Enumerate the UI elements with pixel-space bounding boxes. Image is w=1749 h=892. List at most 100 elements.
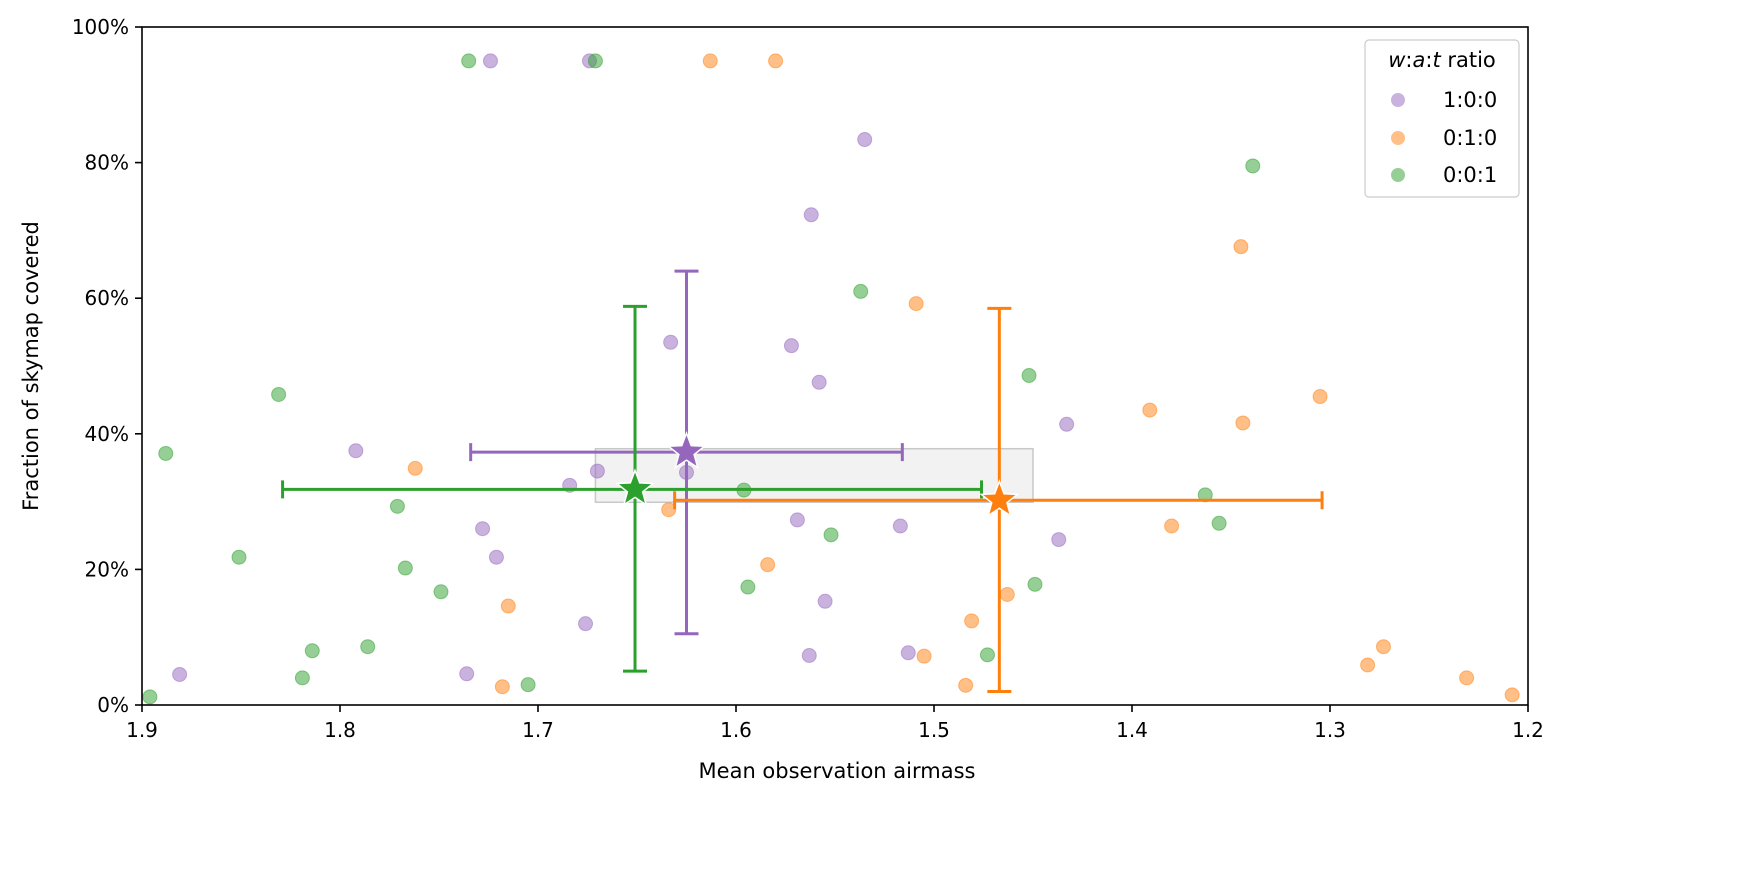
point-1-0-0-10 (663, 334, 679, 350)
y-tick-label-4: 80% (85, 151, 129, 175)
legend-title-a: a (1412, 48, 1425, 72)
point-0-1-0-6 (768, 53, 784, 69)
point-1-0-0-1 (348, 443, 364, 459)
y-tick-label-5: 100% (72, 15, 129, 39)
point-1-0-0-5 (488, 549, 504, 565)
point-0-0-1-5 (304, 643, 320, 659)
point-0-1-0-5 (760, 557, 776, 573)
point-0-0-1-12 (587, 53, 603, 69)
legend: w:a:t ratio 1:0:0 0:1:0 0:0:1 (1364, 39, 1520, 198)
point-0-0-1-16 (853, 283, 869, 299)
legend-label-0-1-0: 0:1:0 (1443, 126, 1497, 150)
point-1-0-0-9 (589, 463, 605, 479)
x-axis-label: Mean observation airmass (699, 759, 976, 783)
legend-title-suffix: ratio (1441, 48, 1496, 72)
legend-title-sep-1: : (1405, 48, 1412, 72)
y-axis-label: Fraction of skymap covered (19, 221, 43, 511)
point-0-0-1-18 (1021, 367, 1037, 383)
point-1-0-0-22 (1059, 416, 1075, 432)
highlight-box (594, 447, 1034, 504)
point-0-1-0-14 (1233, 239, 1249, 255)
point-0-0-1-9 (433, 584, 449, 600)
y-axis: 0% 20% 40% 60% 80% 100% (72, 15, 142, 717)
x-tick-label-0: 1.9 (126, 718, 158, 742)
point-0-0-1-1 (158, 445, 174, 461)
point-0-1-0-12 (1142, 402, 1158, 418)
point-1-0-0-20 (900, 645, 916, 661)
point-1-0-0-14 (801, 648, 817, 664)
point-0-1-0-8 (916, 648, 932, 664)
x-tick-label-6: 1.3 (1314, 718, 1346, 742)
legend-title: w:a:t ratio (1388, 48, 1496, 72)
point-0-1-0-13 (1164, 518, 1180, 534)
legend-swatch-0-1-0 (1391, 131, 1405, 145)
legend-label-0-0-1: 0:0:1 (1443, 163, 1497, 187)
point-0-0-1-7 (389, 498, 405, 514)
legend-label-1-0-0: 1:0:0 (1443, 88, 1497, 112)
point-0-1-0-20 (1504, 687, 1520, 703)
point-0-1-0-1 (500, 598, 516, 614)
point-0-0-1-3 (271, 386, 287, 402)
point-1-0-0-7 (578, 616, 594, 632)
point-1-0-0-18 (857, 132, 873, 148)
x-tick-label-1: 1.8 (324, 718, 356, 742)
point-0-0-1-0 (142, 689, 158, 705)
mean-marker-layer (614, 430, 1020, 518)
point-1-0-0-12 (783, 338, 799, 354)
point-0-0-1-17 (979, 647, 995, 663)
mean-star-1-0-0 (666, 430, 707, 470)
highlight-box-layer (594, 447, 1034, 504)
point-0-0-1-22 (1245, 158, 1261, 174)
point-0-0-1-19 (1027, 576, 1043, 592)
legend-title-t: t (1432, 48, 1441, 72)
point-0-1-0-4 (702, 53, 718, 69)
point-0-0-1-2 (231, 549, 247, 565)
point-0-1-0-17 (1360, 657, 1376, 673)
point-0-0-1-6 (360, 639, 376, 655)
mean-star-0-1-0 (979, 479, 1020, 518)
point-0-1-0-10 (964, 613, 980, 629)
y-tick-label-0: 0% (97, 693, 129, 717)
point-0-0-1-8 (397, 560, 413, 576)
point-1-0-0-16 (811, 374, 827, 390)
point-0-0-1-14 (740, 579, 756, 595)
mean-star-0-0-1 (614, 468, 656, 507)
point-1-0-0-0 (172, 666, 188, 682)
point-1-0-0-2 (459, 666, 475, 682)
legend-swatch-1-0-0 (1391, 93, 1405, 107)
point-1-0-0-13 (789, 512, 805, 528)
point-1-0-0-17 (817, 593, 833, 609)
point-0-1-0-0 (407, 460, 423, 476)
legend-swatch-0-0-1 (1391, 168, 1405, 182)
y-tick-label-3: 60% (85, 286, 129, 310)
y-tick-label-2: 40% (85, 422, 129, 446)
point-1-0-0-21 (1051, 532, 1067, 548)
point-0-1-0-2 (494, 679, 510, 695)
points-layer (142, 53, 1520, 705)
point-0-0-1-10 (461, 53, 477, 69)
point-0-1-0-11 (999, 586, 1015, 602)
plot-frame (141, 26, 1529, 706)
point-1-0-0-4 (482, 53, 498, 69)
legend-title-w: w (1388, 48, 1406, 72)
point-0-1-0-16 (1312, 389, 1328, 405)
legend-title-sep-2: : (1425, 48, 1432, 72)
point-1-0-0-19 (892, 518, 908, 534)
point-1-0-0-15 (803, 207, 819, 223)
legend-frame (1364, 39, 1520, 198)
x-tick-label-7: 1.2 (1512, 718, 1544, 742)
y-tick-label-1: 20% (85, 557, 129, 581)
x-tick-label-3: 1.6 (720, 718, 752, 742)
x-axis: 1.9 1.8 1.7 1.6 1.5 1.4 1.3 1.2 (126, 705, 1544, 742)
point-0-1-0-7 (908, 296, 924, 312)
point-0-1-0-15 (1235, 415, 1251, 431)
point-0-0-1-20 (1197, 487, 1213, 503)
x-tick-label-2: 1.7 (522, 718, 554, 742)
point-0-0-1-15 (823, 527, 839, 543)
point-0-1-0-19 (1459, 670, 1475, 686)
point-0-0-1-4 (294, 670, 310, 686)
point-0-1-0-3 (661, 502, 677, 518)
point-1-0-0-3 (475, 521, 491, 537)
x-tick-label-4: 1.5 (918, 718, 950, 742)
